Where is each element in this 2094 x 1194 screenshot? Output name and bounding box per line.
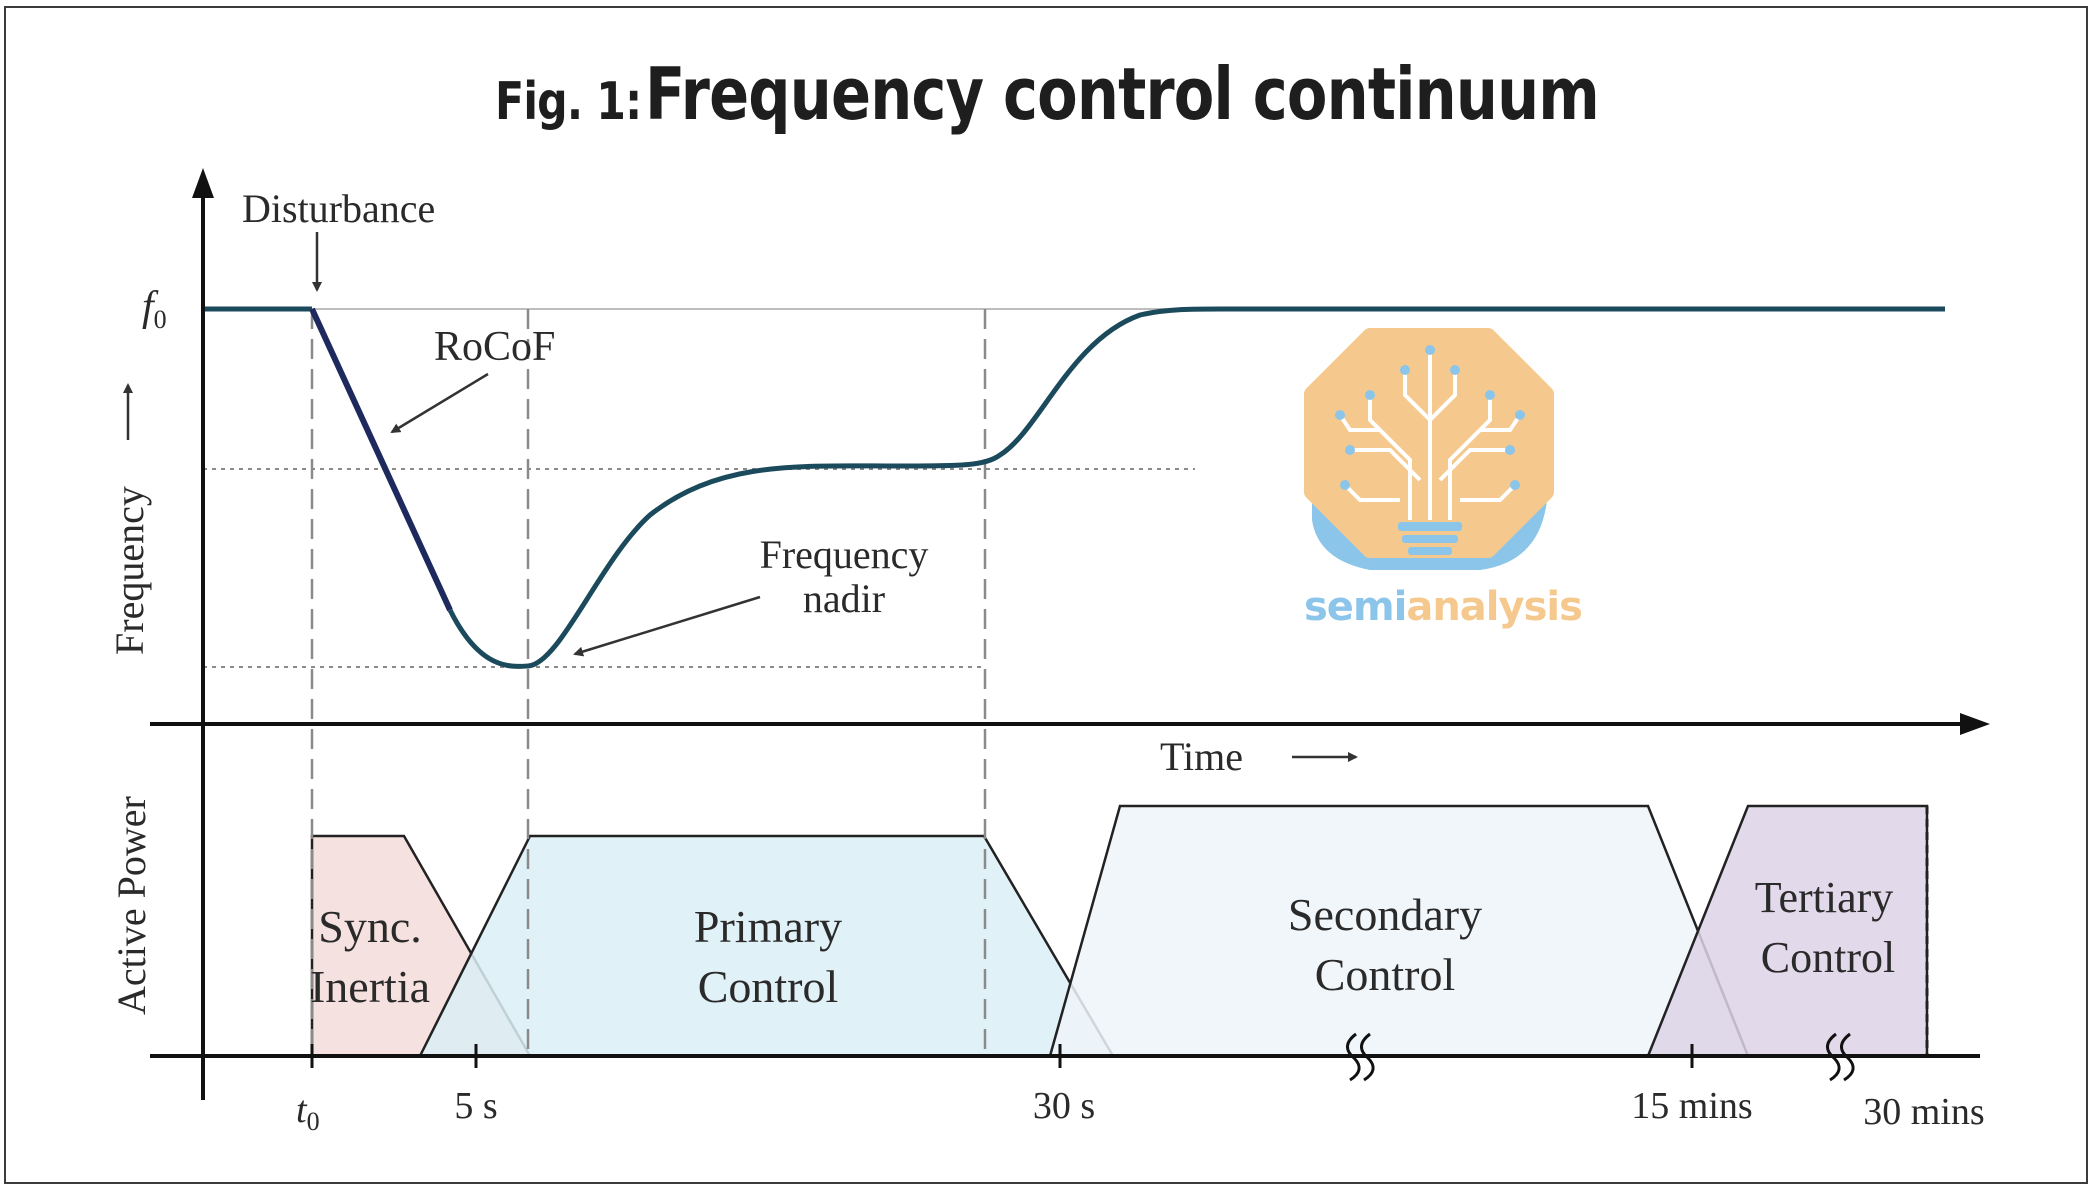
time-axis-arrow-icon [1960, 713, 1990, 735]
circuit-node-icons [1335, 345, 1525, 490]
nadir-label-line2: nadir [803, 576, 885, 621]
tertiary-control-label-line1: Tertiary [1755, 873, 1894, 922]
sync-inertia-label-line1: Sync. [318, 901, 422, 952]
frequency-curve [447, 306, 1945, 669]
figure-number: Fig. 1: [495, 72, 642, 132]
lightbulb-base-icon [1398, 522, 1462, 565]
time-axis-label: Time [1160, 734, 1243, 779]
tick-label-30mins: 30 mins [1863, 1091, 1984, 1133]
power-axis-label: Active Power [109, 796, 154, 1015]
sync-inertia-label-line2: Inertia [310, 961, 430, 1012]
axis-break-icon [1346, 1032, 1375, 1082]
vertical-axis-arrow-icon [192, 168, 214, 198]
nadir-arrow [573, 595, 761, 657]
svg-text:semianalysis: semianalysis [1304, 584, 1582, 630]
secondary-control-label-line2: Control [1315, 949, 1456, 1000]
semianalysis-logo: semianalysis [1304, 328, 1583, 630]
figure-title-text: Frequency control continuum [645, 52, 1600, 136]
tick-label-t0: t0 [296, 1089, 320, 1136]
nadir-label-line1: Frequency [760, 532, 929, 577]
logo-text-analysis: analysis [1406, 584, 1582, 630]
disturbance-label: Disturbance [242, 186, 435, 231]
tertiary-control-label-line2: Control [1761, 933, 1895, 982]
figure-title: Fig. 1: Frequency control continuum [188, 52, 1905, 136]
rocof-label: RoCoF [434, 324, 555, 370]
axis-break-icon [1826, 1032, 1855, 1082]
primary-control-label-line2: Control [698, 961, 839, 1012]
tick-label-30s: 30 s [1033, 1085, 1095, 1127]
tick-label-15mins: 15 mins [1631, 1085, 1752, 1127]
f0-label: f0 [142, 284, 167, 334]
primary-control-label-line1: Primary [694, 901, 842, 952]
tick-label-5s: 5 s [454, 1085, 497, 1127]
logo-text-semi: semi [1304, 584, 1406, 630]
rocof-segment [309, 307, 453, 612]
circuit-tree-icon [1338, 350, 1522, 520]
secondary-control-label-line1: Secondary [1288, 889, 1482, 940]
frequency-axis-label: Frequency [107, 486, 152, 655]
rocof-arrow [390, 372, 489, 434]
